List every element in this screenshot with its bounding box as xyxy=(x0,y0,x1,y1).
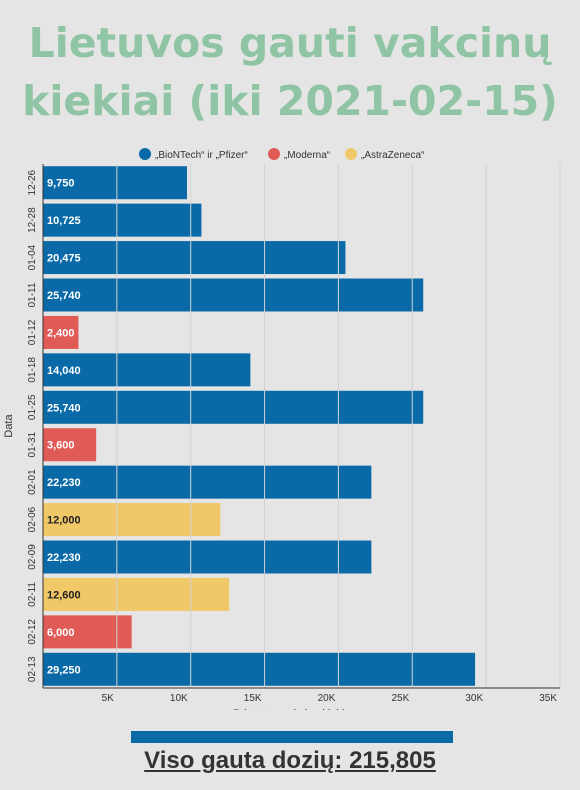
y-tick-label: 01-31 xyxy=(27,431,38,457)
y-tick-label: 12-28 xyxy=(27,207,38,233)
bar xyxy=(43,652,476,686)
x-axis-title: Pristatytų vakcinų kiekis xyxy=(233,708,350,710)
x-tick-label: 15K xyxy=(244,693,262,704)
bar-value-label: 2,400 xyxy=(47,327,75,339)
axes: 12-26 12-28 01-04 01-11 01-12 01-18 01-25 01-31… xyxy=(3,164,561,710)
y-tick-label: 02-11 xyxy=(27,582,38,607)
bar-value-label: 10,725 xyxy=(47,215,81,227)
x-tick-label: 20K xyxy=(318,693,336,704)
legend-label: „AstraZeneca“ xyxy=(361,150,424,161)
summary-bar xyxy=(131,731,453,743)
bar xyxy=(43,166,188,200)
y-tick-label: 01-18 xyxy=(27,357,38,383)
bar-value-label: 22,230 xyxy=(47,477,81,489)
y-tick-label: 02-06 xyxy=(27,506,38,532)
y-tick-label: 02-01 xyxy=(27,469,38,495)
bar xyxy=(43,278,424,312)
bar xyxy=(43,465,372,499)
bar-value-label: 9,750 xyxy=(47,178,75,190)
legend-marker xyxy=(345,148,357,160)
y-tick-label: 01-25 xyxy=(27,394,38,420)
bar-value-label: 25,740 xyxy=(47,290,81,302)
legend-label: „Moderna“ xyxy=(284,150,330,161)
legend-label: „BioNTech“ ir „Pfizer“ xyxy=(155,150,248,161)
legend: „BioNTech“ ir „Pfizer“ „Moderna“ „AstraZen… xyxy=(139,148,424,161)
y-axis-title: Data xyxy=(3,414,15,438)
x-tick-label: 35K xyxy=(539,693,557,704)
bar-value-label: 25,740 xyxy=(47,402,81,414)
legend-marker xyxy=(268,148,280,160)
bar xyxy=(43,203,202,237)
bar-value-label: 12,600 xyxy=(47,589,81,601)
y-tick-label: 12-26 xyxy=(27,169,38,195)
x-tick-label: 5K xyxy=(102,693,115,704)
bar xyxy=(43,390,424,424)
bar-value-label: 3,600 xyxy=(47,440,75,452)
bar xyxy=(43,241,346,275)
legend-marker xyxy=(139,148,151,160)
y-tick-label: 02-13 xyxy=(27,656,38,682)
y-tick-label: 02-12 xyxy=(27,619,38,645)
y-tick-label: 01-04 xyxy=(27,244,38,270)
x-tick-label: 25K xyxy=(391,693,409,704)
bar xyxy=(43,428,97,462)
bar xyxy=(43,540,372,574)
total-doses: Viso gauta dozių: 215,805 xyxy=(144,747,436,774)
bar-value-label: 29,250 xyxy=(47,664,81,676)
bar xyxy=(43,315,79,349)
y-tick-label: 02-09 xyxy=(27,544,38,570)
x-tick-label: 10K xyxy=(170,693,188,704)
y-tick-label: 01-12 xyxy=(27,319,38,345)
y-tick-label: 01-11 xyxy=(27,282,38,307)
bar-value-label: 22,230 xyxy=(47,552,81,564)
bar-value-label: 6,000 xyxy=(47,627,75,639)
bar xyxy=(43,577,230,611)
chart-title: Lietuvos gauti vakcinų kiekiai (iki 2021… xyxy=(22,19,558,125)
bar-value-label: 14,040 xyxy=(47,365,81,377)
x-tick-label: 30K xyxy=(465,693,483,704)
bar xyxy=(43,353,251,387)
bar-value-label: 20,475 xyxy=(47,253,81,265)
bar-chart: „BioNTech“ ir „Pfizer“ „Moderna“ „AstraZen… xyxy=(3,148,561,710)
bars: 9,750 10,725 20,475 25,740 2,400 14,040 25,740… xyxy=(43,166,476,686)
bar-value-label: 12,000 xyxy=(47,515,81,527)
